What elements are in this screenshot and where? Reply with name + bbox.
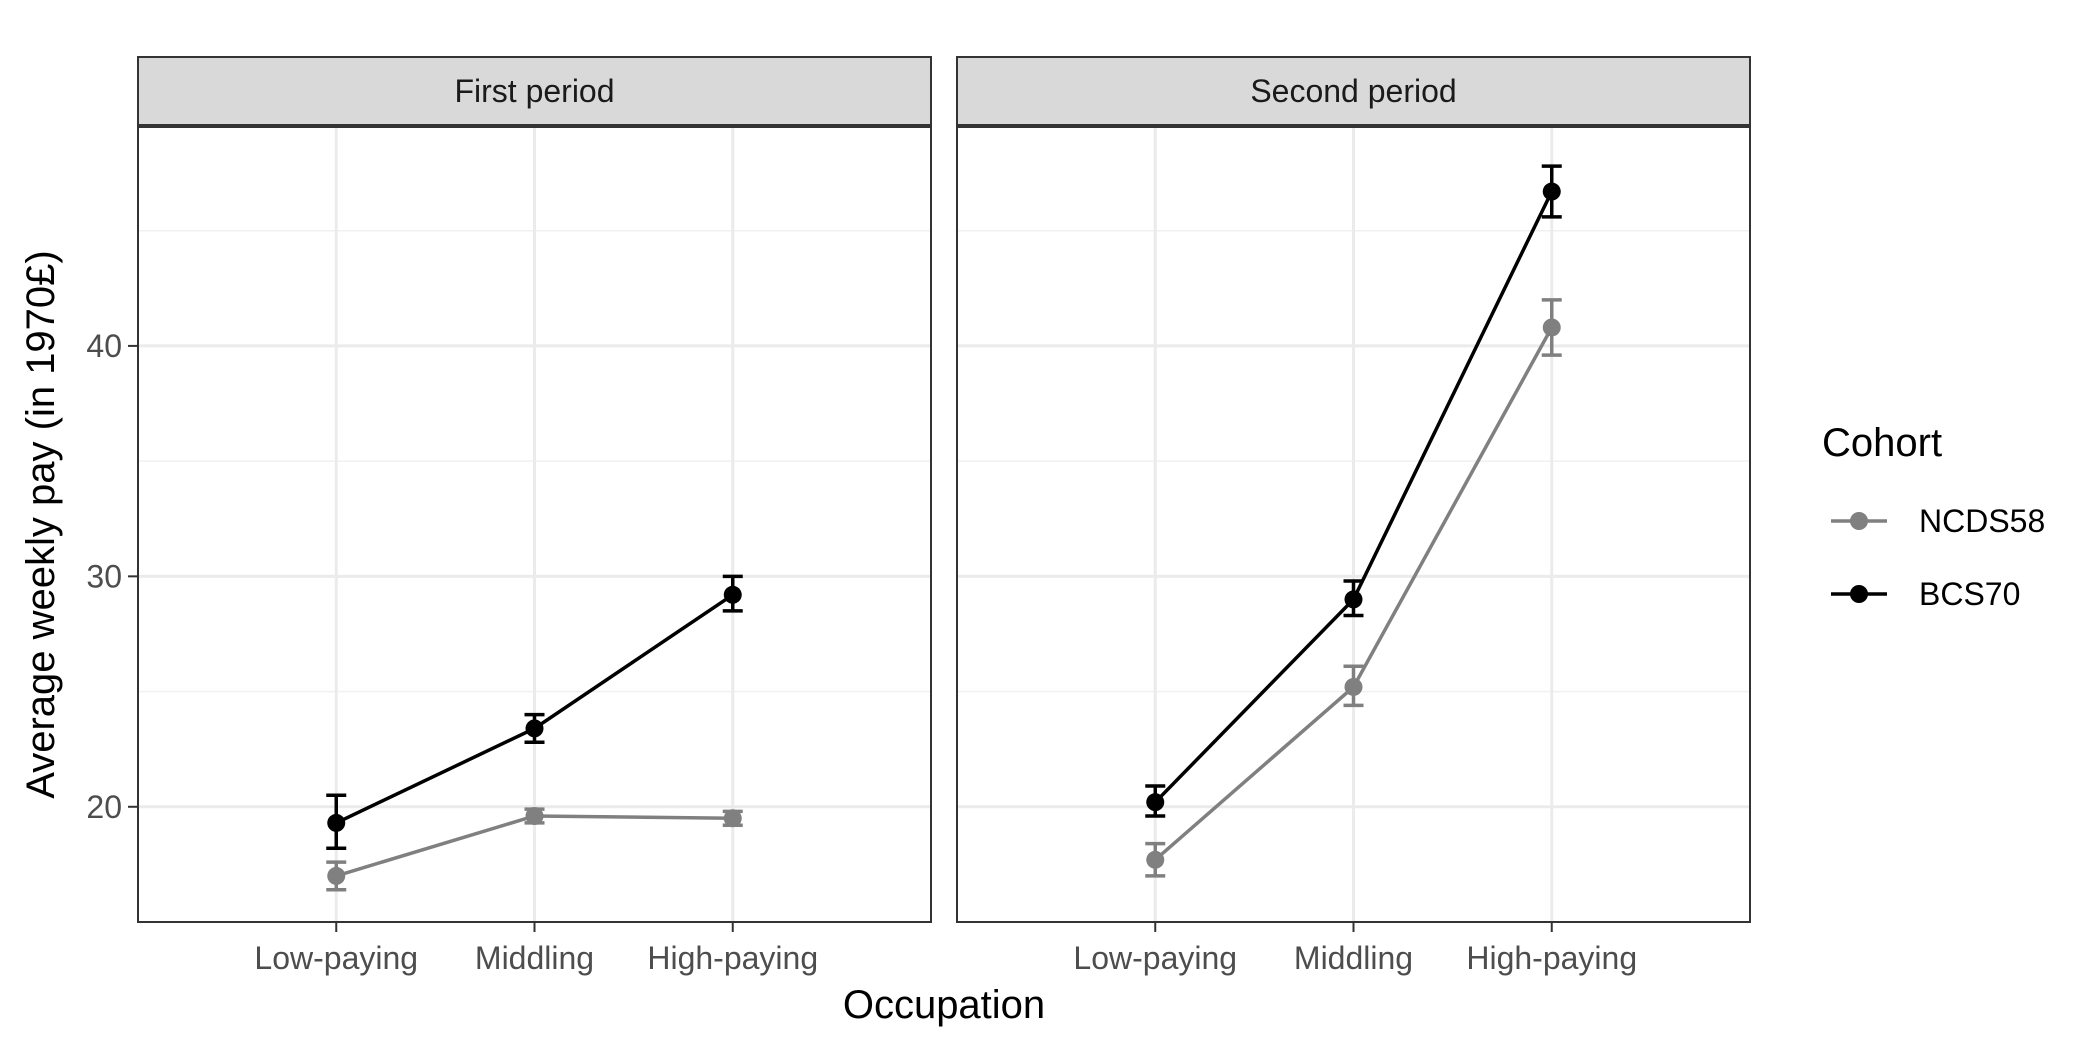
data-point xyxy=(1146,793,1165,812)
x-tick-label: Middling xyxy=(1294,940,1413,976)
legend-label: NCDS58 xyxy=(1919,503,2045,539)
y-tick-label: 30 xyxy=(86,558,122,594)
x-tick-label: Middling xyxy=(475,940,594,976)
x-tick-label: Low-paying xyxy=(1073,940,1237,976)
panel-1: First period Low-paying Middling High-payin… xyxy=(86,56,932,976)
facet-strip-label: Second period xyxy=(1250,73,1456,109)
series-ncds58 xyxy=(1145,298,1562,878)
series-bcs70 xyxy=(1145,164,1562,818)
y-tick-label: 40 xyxy=(86,328,122,364)
data-point xyxy=(1542,182,1561,201)
panel-2: Second period Low-paying Middling High-payi… xyxy=(956,56,1751,976)
x-tick-label: Low-paying xyxy=(254,940,418,976)
data-point xyxy=(327,813,346,832)
legend-item-ncds58: NCDS58 xyxy=(1831,503,2045,539)
y-axis-title: Average weekly pay (in 1970£) xyxy=(19,250,63,798)
legend-key-point xyxy=(1850,512,1868,530)
data-point xyxy=(1344,590,1363,609)
x-tick-label: High-paying xyxy=(647,940,818,976)
facet-strip-label: First period xyxy=(454,73,614,109)
panels: First period Low-paying Middling High-payin… xyxy=(86,56,1751,976)
legend-item-bcs70: BCS70 xyxy=(1831,576,2020,612)
data-point xyxy=(723,585,742,604)
series-bcs70 xyxy=(326,574,743,851)
data-point xyxy=(525,807,544,825)
facet-strip xyxy=(137,56,932,126)
facet-strip xyxy=(956,56,1751,126)
data-point xyxy=(1542,318,1561,337)
legend-label: BCS70 xyxy=(1919,576,2020,612)
data-point xyxy=(327,866,346,885)
legend-title: Cohort xyxy=(1822,421,1942,465)
data-point xyxy=(723,809,742,828)
x-axis-title: Occupation xyxy=(843,983,1045,1027)
data-point xyxy=(525,719,544,738)
x-tick-label: High-paying xyxy=(1466,940,1637,976)
legend-key-point xyxy=(1850,585,1868,603)
data-point xyxy=(1146,850,1165,869)
y-tick-label: 20 xyxy=(86,789,122,825)
series-ncds58 xyxy=(326,807,743,892)
legend: Cohort NCDS58 BCS70 xyxy=(1822,421,2045,612)
data-point xyxy=(1344,677,1363,696)
